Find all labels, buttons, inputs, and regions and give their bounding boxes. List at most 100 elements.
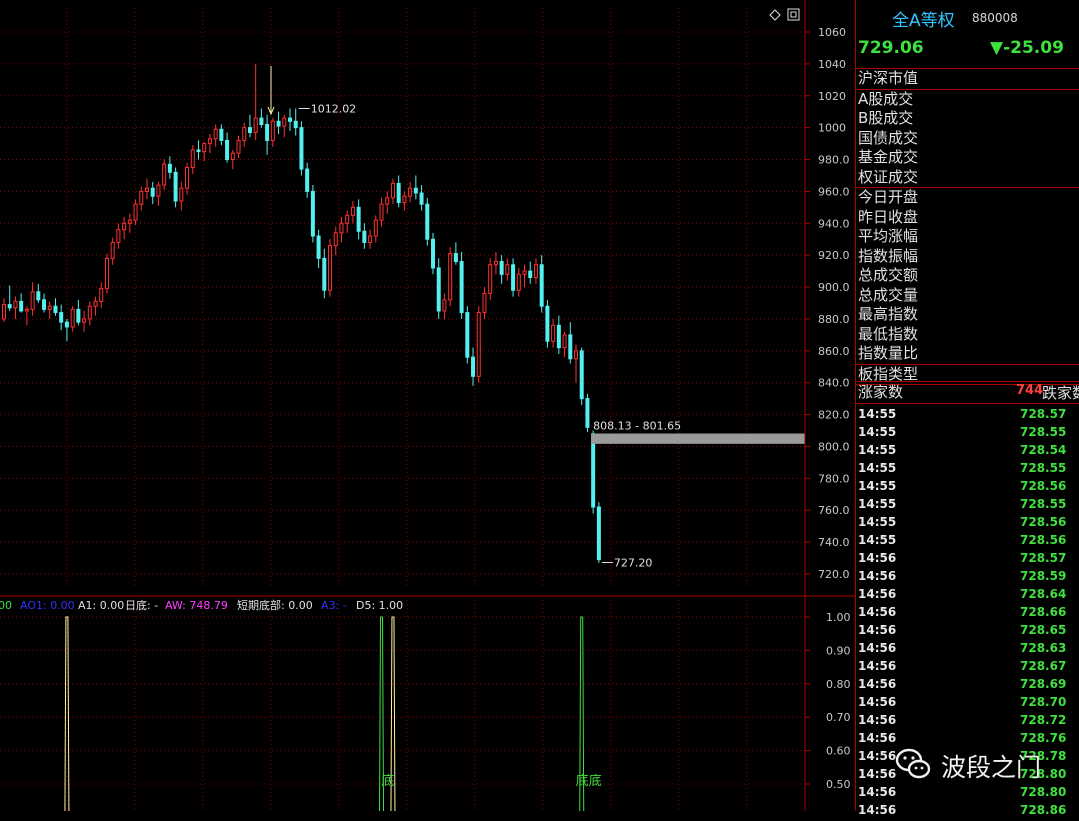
wechat-icon: [895, 748, 931, 779]
tick-row: 14:56 728.80: [856, 785, 1079, 803]
candle-body: [2, 304, 6, 320]
up-count-label: 涨家数: [858, 383, 904, 401]
candle-body: [202, 143, 207, 153]
tick-time: 14:56: [858, 731, 897, 745]
index-code: 880008: [972, 11, 1018, 25]
tick-price: 728.78: [1020, 749, 1067, 763]
tick-time: 14:56: [858, 569, 897, 583]
tick-price: 728.63: [1020, 641, 1067, 655]
candle-body: [299, 127, 304, 170]
tick-row: 14:55 728.54: [856, 443, 1079, 461]
kline-chart[interactable]: 1012.02 727.20 808.13 - 801.65 1060 1040 102…: [0, 0, 855, 811]
candle-body: [545, 305, 550, 342]
candle-body: [173, 171, 178, 202]
y-tick-label: 1040: [818, 58, 846, 71]
tick-price: 728.72: [1020, 713, 1067, 727]
down-count-label: 跌家数: [1042, 384, 1079, 402]
candle-body: [207, 138, 212, 145]
window-restore-inner-icon: [790, 11, 797, 18]
candle-body: [53, 305, 58, 314]
y-tick-label: 980.0: [818, 154, 850, 167]
quote-field-label: 指数振幅: [858, 246, 919, 265]
candle-body: [110, 241, 115, 259]
candle-body: [82, 318, 87, 323]
candle-body: [499, 261, 504, 275]
candle-body: [333, 232, 338, 247]
tick-time: 14:56: [858, 605, 897, 619]
quote-field-label: 国债成交: [858, 128, 919, 147]
bottom-marker: 底: [381, 773, 394, 789]
candle-body: [293, 120, 298, 129]
candle-body: [179, 187, 184, 202]
tick-time: 14:55: [858, 461, 897, 475]
y-tick-label: 760.0: [818, 504, 850, 517]
y-tick-label: 1060: [818, 26, 846, 39]
candle-body: [488, 264, 493, 294]
price-change: ▼-25.09: [990, 38, 1064, 58]
candle-body: [99, 288, 104, 302]
low-label: 727.20: [614, 557, 653, 570]
candle-body: [453, 253, 458, 263]
candle-body: [539, 264, 544, 307]
indicator-legend-item: 短期底部: 0.00: [237, 598, 313, 612]
candle-body: [150, 187, 155, 197]
tick-row: 14:55 728.56: [856, 515, 1079, 533]
candle-body: [368, 235, 373, 243]
quote-panel: 全A等权 880008 729.06 ▼-25.09 沪深市值 A股成交 B股成交国…: [855, 0, 1079, 817]
y-tick-label: 1000: [818, 122, 846, 135]
candle-body: [568, 334, 573, 360]
indicator-legend-item: AW: 748.79: [165, 599, 228, 612]
candle-body: [322, 257, 327, 291]
window-restore-icon[interactable]: [787, 8, 800, 21]
tick-time: 14:56: [858, 587, 897, 601]
tick-price: 728.64: [1020, 587, 1067, 601]
candle-body: [236, 139, 241, 154]
candle-body: [196, 149, 201, 153]
tick-time: 14:56: [858, 695, 897, 709]
y-tick-label: 820.0: [818, 409, 850, 422]
candle-body: [562, 334, 567, 349]
tick-row: 14:56 728.66: [856, 605, 1079, 623]
y-tick-label: 920.0: [818, 249, 850, 262]
candle-body: [511, 264, 516, 291]
candle-body: [19, 300, 24, 312]
tick-price: 728.70: [1020, 695, 1067, 709]
candle-body: [522, 270, 527, 275]
candle-body: [471, 356, 476, 377]
candle-body: [276, 120, 281, 127]
tick-price: 728.69: [1020, 677, 1067, 691]
tick-time: 14:56: [858, 785, 897, 799]
diamond-icon[interactable]: [769, 9, 781, 21]
candle-body: [345, 214, 350, 224]
candle-body: [528, 270, 533, 278]
tick-row: 14:56 728.70: [856, 695, 1079, 713]
tick-time: 14:56: [858, 659, 897, 673]
tick-row: 14:55 728.57: [856, 407, 1079, 425]
candle-body: [425, 203, 430, 240]
tick-price: 728.76: [1020, 731, 1067, 745]
candle-body: [70, 308, 75, 328]
tick-row: 14:56 728.69: [856, 677, 1079, 695]
tick-time: 14:55: [858, 515, 897, 529]
candle-body: [93, 300, 98, 307]
y-tick-label: 840.0: [818, 377, 850, 390]
tick-time: 14:55: [858, 425, 897, 439]
tick-time: 14:55: [858, 479, 897, 493]
indicator-legend-item: A1: 0.00: [78, 599, 124, 612]
tick-time: 14:55: [858, 443, 897, 457]
tick-price: 728.66: [1020, 605, 1067, 619]
tick-price: 728.54: [1020, 443, 1067, 457]
divider: [856, 381, 1079, 382]
quote-field-label: 基金成交: [858, 148, 919, 166]
candle-body: [185, 167, 190, 189]
tick-time: 14:56: [858, 623, 897, 637]
candle-body: [379, 203, 384, 221]
sub-y-tick-label: 0.60: [826, 745, 851, 758]
tick-price: 728.80: [1020, 785, 1067, 799]
candle-body: [42, 299, 47, 310]
quote-field-label: 指数量比: [858, 344, 919, 362]
candle-body: [64, 321, 69, 328]
tick-row: 14:55 728.56: [856, 533, 1079, 551]
candle-body: [305, 168, 310, 192]
